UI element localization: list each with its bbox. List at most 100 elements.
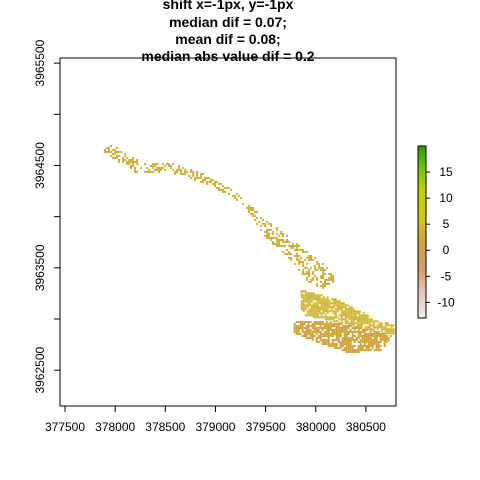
raster-cell <box>354 318 357 321</box>
raster-cell <box>346 312 349 315</box>
raster-cell <box>323 333 326 335</box>
raster-cell <box>270 238 273 241</box>
raster-cell <box>349 331 352 333</box>
raster-cell <box>302 272 305 275</box>
raster-cell <box>363 349 366 351</box>
raster-cell <box>370 318 373 321</box>
raster-cell <box>361 331 364 333</box>
raster-cell <box>324 310 327 313</box>
raster-cell <box>309 321 312 323</box>
raster-cell <box>314 316 317 319</box>
raster-cell <box>315 323 318 325</box>
raster-cell <box>136 162 139 165</box>
raster-cell <box>297 327 300 329</box>
raster-cell <box>182 172 185 175</box>
raster-cell <box>305 321 308 323</box>
raster-cell <box>335 345 338 347</box>
raster-cell <box>322 300 325 303</box>
raster-cell <box>331 339 334 341</box>
raster-cell <box>343 327 346 329</box>
raster-cell <box>308 314 311 317</box>
raster-cell <box>196 174 199 177</box>
raster-cell <box>352 324 355 327</box>
raster-cell <box>338 304 341 307</box>
raster-cell <box>356 312 359 315</box>
raster-cell <box>350 322 353 325</box>
raster-cell <box>325 331 328 333</box>
raster-cell <box>327 329 330 331</box>
raster-cell <box>324 272 327 275</box>
raster-cell <box>353 335 356 337</box>
raster-cell <box>359 331 362 333</box>
raster-cell <box>367 345 370 347</box>
raster-cell <box>383 339 386 341</box>
raster-cell <box>375 331 378 333</box>
colorbar-swatch <box>418 177 426 181</box>
raster-cell <box>130 164 133 167</box>
colorbar-swatch <box>418 260 426 264</box>
raster-cell <box>355 349 358 351</box>
raster-cell <box>348 306 351 309</box>
raster-cell <box>347 347 350 349</box>
raster-cell <box>134 160 137 163</box>
raster-cell <box>299 325 302 327</box>
title-line-2: median dif = 0.07; <box>169 14 287 30</box>
raster-cell <box>369 329 372 331</box>
raster-cell <box>343 347 346 349</box>
raster-cell <box>329 345 332 347</box>
raster-cell <box>300 306 303 309</box>
raster-cell <box>326 306 329 309</box>
raster-cell <box>327 335 330 337</box>
raster-cell <box>309 325 312 327</box>
raster-cell <box>337 337 340 339</box>
raster-cell <box>293 325 296 327</box>
raster-cell <box>250 208 253 211</box>
raster-cell <box>334 310 337 313</box>
raster-cell <box>340 310 343 313</box>
colorbar-swatch <box>418 166 426 170</box>
raster-cell <box>268 234 271 237</box>
raster-cell <box>322 296 325 299</box>
raster-cell <box>324 268 327 271</box>
raster-cell <box>377 347 380 349</box>
raster-cell <box>132 164 135 167</box>
raster-cell <box>108 146 111 149</box>
colorbar-swatch <box>418 273 426 277</box>
raster-cell <box>329 335 332 337</box>
raster-cell <box>372 320 375 323</box>
colorbar-swatch <box>418 294 426 298</box>
raster-cell <box>158 166 161 169</box>
raster-cell <box>118 150 121 153</box>
raster-cell <box>272 230 275 233</box>
raster-cell <box>317 321 320 323</box>
raster-cell <box>322 316 325 319</box>
raster-cell <box>337 323 340 325</box>
raster-cell <box>351 345 354 347</box>
raster-cell <box>350 314 353 317</box>
raster-cell <box>222 188 225 191</box>
raster-cell <box>322 308 325 311</box>
raster-cell <box>319 335 322 337</box>
raster-cell <box>372 328 375 331</box>
raster-cell <box>339 343 342 345</box>
raster-cell <box>356 320 359 323</box>
raster-cell <box>284 244 287 247</box>
raster-cell <box>314 256 317 259</box>
raster-cell <box>379 337 382 339</box>
raster-cell <box>301 329 304 331</box>
raster-cell <box>371 343 374 345</box>
raster-cell <box>308 268 311 271</box>
raster-cell <box>380 322 383 325</box>
raster-cell <box>348 308 351 311</box>
colorbar-swatch <box>418 304 426 309</box>
raster-cell <box>202 180 205 183</box>
colorbar-swatch <box>418 200 426 204</box>
raster-cell <box>306 300 309 303</box>
raster-cell <box>364 322 367 325</box>
colorbar-swatch <box>418 198 426 202</box>
raster-cell <box>330 302 333 305</box>
raster-cell <box>230 188 233 191</box>
raster-cell <box>304 258 307 261</box>
raster-cell <box>357 327 360 329</box>
raster-cell <box>321 343 324 345</box>
